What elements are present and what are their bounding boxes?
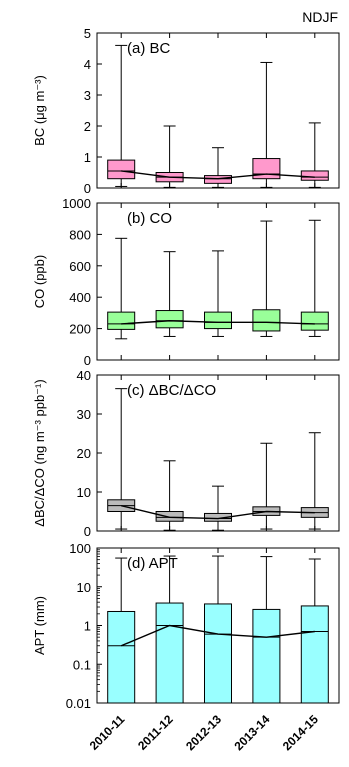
box-2011-12 [156, 252, 183, 337]
box-2010-11 [108, 45, 135, 186]
panel-4: 0.01 0.1 1 10 100 (d) APT APT (mm) [32, 541, 339, 711]
box-2013-14 [253, 62, 280, 187]
y-tick-label: 0 [84, 353, 91, 368]
box-2013-14 [253, 443, 280, 529]
box-iqr [108, 611, 135, 703]
panel-label: (b) CO [127, 210, 172, 227]
y-tick-label: 100 [69, 541, 91, 556]
y-tick-label: 1 [84, 150, 91, 165]
box-2012-13 [205, 148, 232, 188]
box-iqr [156, 603, 183, 703]
box-2012-13 [205, 556, 232, 703]
y-tick-label: 800 [69, 227, 91, 242]
box-iqr [301, 606, 328, 703]
box-2014-15 [301, 433, 328, 529]
y-tick-label: 30 [77, 407, 91, 422]
box-iqr [205, 176, 232, 184]
box-iqr [156, 512, 183, 522]
box-iqr [156, 311, 183, 328]
x-tick-label: 2012-13 [183, 712, 224, 753]
panel-1: 0 1 2 3 4 5 (a) BC BC (μg m⁻³) [32, 26, 339, 196]
y-tick-label: 0 [84, 181, 91, 196]
y-tick-label: 40 [77, 368, 91, 383]
panel-label: (d) APT [127, 555, 178, 572]
y-tick-label: 4 [84, 57, 91, 72]
season-label: NDJF [302, 9, 338, 25]
y-tick-label: 2 [84, 119, 91, 134]
y-tick-label: 10 [77, 485, 91, 500]
box-iqr [205, 312, 232, 328]
y-tick-label: 10 [77, 580, 91, 595]
x-tick-label: 2011-12 [135, 712, 176, 753]
box-2012-13 [205, 486, 232, 530]
box-2011-12 [156, 126, 183, 187]
y-axis-label: ΔBC/ΔCO (ng m⁻³ ppb⁻¹) [32, 379, 47, 526]
box-2012-13 [205, 251, 232, 337]
box-2013-14 [253, 557, 280, 703]
y-tick-label: 1000 [62, 196, 91, 211]
y-tick-label: 0 [84, 524, 91, 539]
box-iqr [253, 159, 280, 179]
box-iqr [108, 160, 135, 179]
panel-label: (a) BC [127, 40, 171, 57]
box-iqr [205, 604, 232, 703]
x-tick-label: 2014-15 [280, 712, 321, 753]
y-tick-label: 20 [77, 446, 91, 461]
box-iqr [301, 171, 328, 180]
y-tick-label: 3 [84, 88, 91, 103]
panel-2: 0 200 400 600 800 1000 (b) CO CO (ppb) [32, 196, 339, 368]
x-tick-label: 2010-11 [87, 712, 128, 753]
y-tick-label: 200 [69, 322, 91, 337]
box-iqr [108, 312, 135, 329]
box-iqr [301, 312, 328, 330]
box-2013-14 [253, 221, 280, 336]
panel-label: (c) ΔBC/ΔCO [127, 382, 216, 399]
box-2011-12 [156, 461, 183, 530]
y-tick-label: 600 [69, 259, 91, 274]
y-tick-label: 0.01 [66, 696, 91, 711]
y-axis-label: APT (mm) [32, 596, 47, 655]
box-iqr [253, 310, 280, 331]
y-tick-label: 1 [84, 619, 91, 634]
panel-3: 0 10 20 30 40 (c) ΔBC/ΔCO ΔBC/ΔCO (ng m⁻³ ppb⁻… [32, 368, 339, 539]
y-tick-label: 400 [69, 290, 91, 305]
box-iqr [253, 609, 280, 703]
y-axis-label: CO (ppb) [32, 255, 47, 308]
y-tick-label: 0.1 [73, 657, 91, 672]
y-axis-label: BC (μg m⁻³) [32, 75, 47, 146]
box-2010-11 [108, 558, 135, 703]
y-tick-label: 5 [84, 26, 91, 41]
box-2014-15 [301, 220, 328, 336]
box-2014-15 [301, 123, 328, 187]
x-tick-label: 2013-14 [231, 712, 272, 753]
